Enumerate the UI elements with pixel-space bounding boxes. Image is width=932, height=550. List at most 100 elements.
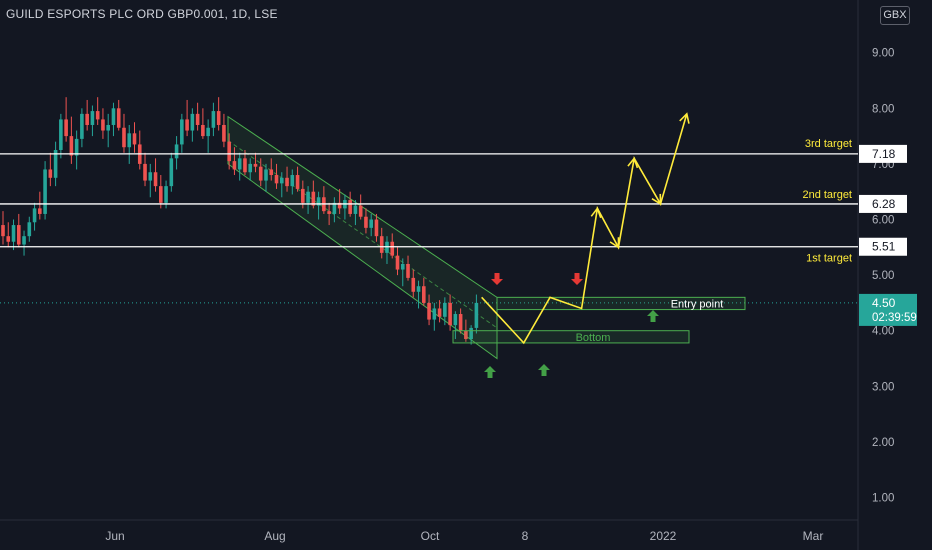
candle-body xyxy=(111,108,116,125)
candle-body xyxy=(38,208,42,214)
candle-body xyxy=(248,163,253,173)
candle-body xyxy=(427,302,431,320)
candle-body xyxy=(411,277,416,292)
projection-arrowhead xyxy=(651,193,662,206)
candle-body xyxy=(316,197,321,206)
candle-body xyxy=(64,119,68,137)
target-annotation: 2nd target xyxy=(802,189,852,201)
candle-body xyxy=(16,225,21,245)
candle-body xyxy=(379,236,384,253)
candle-body xyxy=(80,113,84,139)
candle-body xyxy=(174,144,179,159)
candle-body xyxy=(374,219,379,237)
candle-body xyxy=(443,302,447,317)
candle-body xyxy=(169,158,174,187)
candle-body xyxy=(369,219,373,228)
candle-body xyxy=(332,202,337,214)
zone-box xyxy=(452,330,690,344)
candle-body xyxy=(132,133,137,145)
candle-body xyxy=(164,186,168,203)
candle-body xyxy=(190,113,195,131)
target-annotation: 3rd target xyxy=(805,138,852,150)
target-annotation: 1st target xyxy=(806,253,852,265)
candle-body xyxy=(27,222,32,237)
candle-body xyxy=(153,172,158,187)
candle-body xyxy=(74,138,79,156)
candle-body xyxy=(269,169,274,176)
candle-body xyxy=(416,286,421,292)
bottom-label: Bottom xyxy=(576,332,611,344)
level-price-marker xyxy=(859,194,907,213)
candle-body xyxy=(101,119,105,131)
current-price-label: 4.50 xyxy=(872,296,896,310)
candle-body xyxy=(232,161,237,170)
candle-body xyxy=(180,119,184,145)
candle-body xyxy=(95,111,100,120)
candle-body xyxy=(453,314,458,326)
candle-body xyxy=(448,302,452,326)
candle-body xyxy=(295,175,300,189)
chart-title: GUILD ESPORTS PLC ORD GBP0.001, 1D, LSE xyxy=(6,7,278,21)
candle-body xyxy=(464,330,468,340)
candle-body xyxy=(159,186,163,203)
candle-body xyxy=(243,158,247,173)
candle-body xyxy=(432,308,437,320)
candle-body xyxy=(348,200,352,214)
candle-body xyxy=(337,202,342,209)
sell-signal-arrow-icon xyxy=(491,273,503,285)
y-tick-label: 8.00 xyxy=(872,103,894,115)
buy-signal-arrow-icon xyxy=(484,366,496,378)
candle-body xyxy=(264,169,268,181)
candle-body xyxy=(90,111,95,125)
candle-body xyxy=(143,163,147,181)
candle-body xyxy=(11,225,16,242)
x-tick-label: Oct xyxy=(421,529,440,543)
candle-body xyxy=(127,133,132,148)
candle-body xyxy=(285,177,289,187)
candle-body xyxy=(474,302,479,328)
candle-body xyxy=(258,166,263,181)
y-tick-label: 4.00 xyxy=(872,326,894,338)
candle-body xyxy=(122,127,126,148)
projection-arrowhead xyxy=(627,156,639,169)
candle-body xyxy=(422,286,426,303)
buy-signal-arrow-icon xyxy=(647,310,659,322)
candle-body xyxy=(85,113,89,125)
candle-body xyxy=(22,236,26,245)
y-tick-label: 2.00 xyxy=(872,437,894,449)
projection-arrowhead xyxy=(609,237,620,249)
y-tick-label: 9.00 xyxy=(872,48,894,60)
candle-body xyxy=(390,241,395,256)
candle-body xyxy=(106,124,110,131)
candle-body xyxy=(69,136,74,156)
candle-body xyxy=(301,188,305,203)
projection-arrowhead xyxy=(590,206,602,219)
candle-body xyxy=(116,108,121,128)
currency-button[interactable]: GBX xyxy=(880,6,910,25)
candle-body xyxy=(274,175,279,184)
candle-body xyxy=(148,172,153,181)
candle-body xyxy=(43,169,47,214)
candle-body xyxy=(311,191,316,206)
entry-point-label: Entry point xyxy=(671,298,724,310)
candle-body xyxy=(400,263,405,270)
candle-body xyxy=(195,113,200,125)
candle-body xyxy=(6,236,11,242)
candle-body xyxy=(59,119,63,150)
projection-arrowhead xyxy=(679,112,690,124)
level-price-label: 7.18 xyxy=(872,147,896,161)
candle-body xyxy=(406,263,410,278)
candle-body xyxy=(364,216,368,228)
y-tick-label: 6.00 xyxy=(872,215,894,227)
candle-body xyxy=(458,314,463,331)
candle-body xyxy=(222,124,226,142)
level-price-marker xyxy=(859,237,907,256)
candle-body xyxy=(469,327,473,340)
candle-body xyxy=(306,191,310,203)
x-tick-label: Mar xyxy=(803,529,824,543)
candle-body xyxy=(1,225,5,237)
level-price-marker xyxy=(859,144,907,163)
current-price-marker xyxy=(859,293,917,326)
candle-body xyxy=(216,111,221,125)
